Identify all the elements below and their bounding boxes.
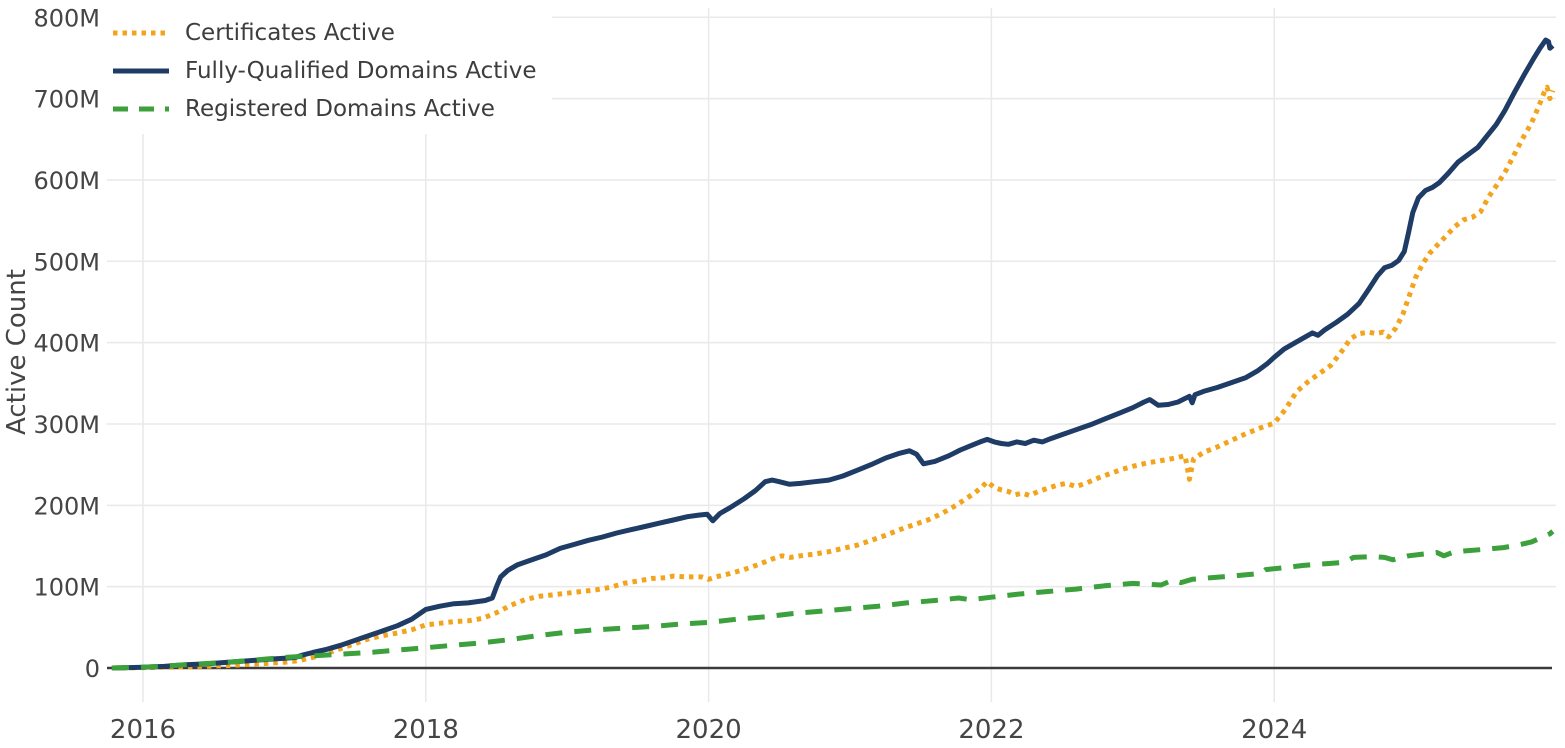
series-line-certificates-active xyxy=(111,84,1556,671)
y-tick-label: 800M xyxy=(33,4,100,32)
legend-swatch-dotted-line-icon xyxy=(113,30,169,36)
x-tick-label: 2022 xyxy=(958,715,1024,745)
legend-swatch-dashed-line-icon xyxy=(113,106,169,112)
x-tick-label: 2018 xyxy=(393,715,459,745)
x-tick-label: 2024 xyxy=(1241,715,1307,745)
x-tick-label: 2020 xyxy=(676,715,742,745)
y-tick-label: 0 xyxy=(85,655,100,683)
y-tick-label: 100M xyxy=(33,574,100,602)
y-tick-label: 400M xyxy=(33,330,100,358)
y-tick-label: 500M xyxy=(33,248,100,276)
legend-item-registered-domains-active[interactable]: Registered Domains Active xyxy=(110,90,536,128)
x-tick-label: 2016 xyxy=(110,715,176,745)
y-tick-label: 200M xyxy=(33,492,100,520)
legend-item-certificates-active[interactable]: Certificates Active xyxy=(110,14,536,52)
series-line-registered-domains-active xyxy=(111,529,1555,671)
legend-label: Registered Domains Active xyxy=(185,96,495,122)
legend: Certificates Active Fully-Qualified Doma… xyxy=(100,8,553,134)
legend-label: Certificates Active xyxy=(185,20,395,46)
y-axis-title: Active Count xyxy=(2,269,32,435)
legend-item-fully-qualified-domains-active[interactable]: Fully-Qualified Domains Active xyxy=(110,52,536,90)
y-tick-label: 300M xyxy=(33,411,100,439)
legend-label: Fully-Qualified Domains Active xyxy=(185,58,537,84)
series-line-fully-qualified-domains-active xyxy=(111,37,1555,671)
legend-swatch-solid-line-icon xyxy=(113,68,169,74)
y-tick-label: 600M xyxy=(33,167,100,195)
y-tick-label: 700M xyxy=(33,86,100,114)
